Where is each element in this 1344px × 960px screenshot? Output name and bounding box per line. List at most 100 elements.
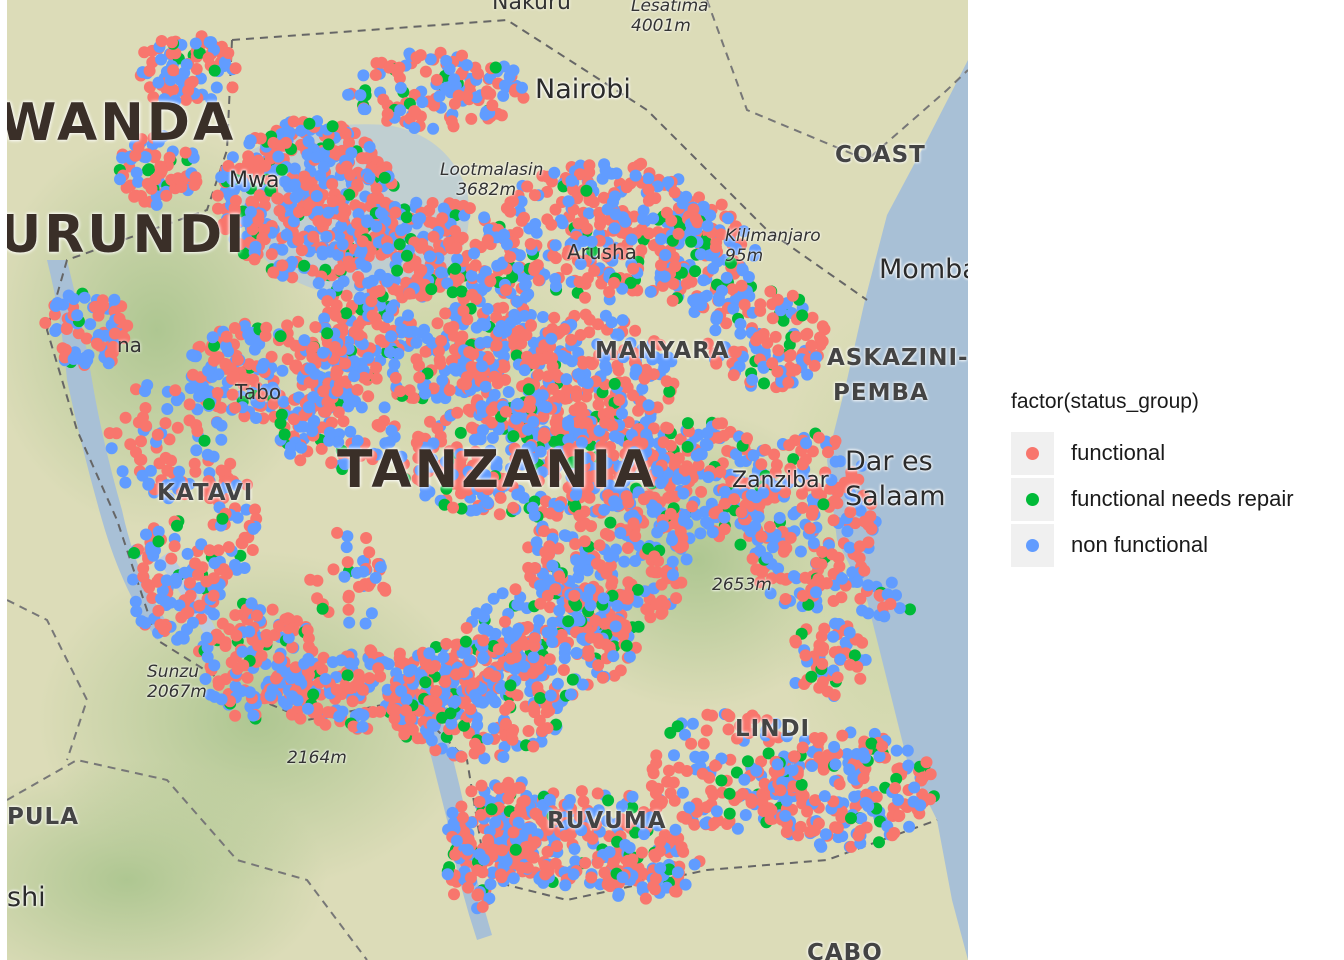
waterpoint-marker: [758, 377, 770, 390]
waterpoint-marker: [574, 168, 586, 181]
waterpoint-marker: [274, 417, 287, 430]
map-panel[interactable]: Nakuru Lesatima 4001m Nairobi WANDA URUND…: [7, 0, 968, 960]
waterpoint-marker: [611, 359, 624, 372]
waterpoint-marker: [301, 624, 314, 637]
waterpoint-marker: [707, 788, 720, 801]
waterpoint-marker: [375, 207, 387, 220]
waterpoint-marker: [489, 61, 502, 74]
waterpoint-marker: [192, 568, 205, 581]
waterpoint-marker: [706, 709, 719, 722]
waterpoint-marker: [107, 340, 120, 353]
waterpoint-marker: [382, 311, 395, 324]
waterpoint-marker: [870, 790, 883, 803]
waterpoint-marker: [361, 214, 374, 227]
waterpoint-marker: [408, 88, 421, 101]
waterpoint-marker: [644, 285, 657, 298]
waterpoint-marker: [616, 314, 629, 327]
waterpoint-marker: [625, 233, 638, 246]
waterpoint-marker: [263, 174, 276, 187]
waterpoint-marker: [226, 81, 239, 94]
waterpoint-marker: [797, 589, 809, 602]
waterpoint-marker: [627, 262, 640, 275]
waterpoint-marker: [754, 304, 767, 317]
waterpoint-marker: [321, 295, 334, 308]
waterpoint-marker: [500, 284, 513, 297]
waterpoint-marker: [307, 688, 320, 701]
waterpoint-marker: [854, 672, 867, 685]
waterpoint-marker: [278, 175, 291, 188]
waterpoint-marker: [378, 171, 391, 184]
waterpoint-marker: [622, 416, 635, 429]
waterpoint-marker: [134, 453, 146, 466]
waterpoint-marker: [124, 438, 137, 451]
waterpoint-marker: [565, 174, 578, 187]
waterpoint-marker: [700, 516, 713, 528]
waterpoint-marker: [506, 271, 519, 284]
waterpoint-marker: [720, 271, 733, 284]
waterpoint-marker: [702, 471, 715, 484]
waterpoint-marker: [488, 370, 501, 383]
waterpoint-marker: [385, 330, 398, 343]
waterpoint-marker: [292, 188, 305, 201]
waterpoint-marker: [139, 402, 152, 414]
waterpoint-marker: [804, 825, 817, 838]
waterpoint-marker: [427, 217, 440, 230]
waterpoint-marker: [215, 171, 228, 184]
waterpoint-marker: [589, 614, 602, 627]
waterpoint-marker: [289, 360, 302, 373]
waterpoint-marker: [171, 519, 183, 532]
waterpoint-marker: [233, 238, 246, 251]
waterpoint-marker: [414, 212, 426, 225]
waterpoint-marker: [534, 579, 546, 592]
waterpoint-marker: [750, 563, 763, 576]
waterpoint-marker: [226, 173, 238, 186]
waterpoint-marker: [410, 196, 423, 209]
waterpoint-marker: [629, 324, 642, 337]
waterpoint-marker: [587, 196, 600, 209]
waterpoint-marker: [465, 360, 478, 373]
waterpoint-marker: [844, 658, 856, 671]
waterpoint-marker: [723, 235, 736, 248]
waterpoint-marker: [819, 828, 832, 841]
waterpoint-marker: [637, 213, 650, 225]
waterpoint-marker: [381, 275, 394, 288]
waterpoint-marker: [281, 319, 294, 332]
waterpoint-marker: [450, 242, 463, 255]
waterpoint-marker: [351, 383, 364, 396]
waterpoint-marker: [463, 202, 476, 215]
waterpoint-marker: [378, 401, 391, 414]
waterpoint-marker: [520, 290, 532, 303]
waterpoint-marker: [186, 349, 199, 362]
waterpoint-marker: [735, 279, 748, 292]
waterpoint-marker: [890, 744, 903, 757]
waterpoint-marker: [694, 527, 707, 540]
waterpoint-marker: [238, 180, 251, 193]
waterpoint-marker: [497, 301, 510, 314]
waterpoint-marker: [144, 464, 157, 477]
waterpoint-marker: [775, 572, 788, 585]
waterpoint-marker: [108, 327, 121, 340]
waterpoint-marker: [477, 622, 490, 635]
waterpoint-marker: [362, 351, 375, 364]
waterpoint-marker: [211, 387, 224, 399]
waterpoint-marker: [516, 81, 528, 94]
waterpoint-marker: [369, 286, 382, 299]
waterpoint-marker: [440, 637, 453, 650]
waterpoint-marker: [786, 764, 799, 777]
waterpoint-marker: [659, 249, 672, 261]
waterpoint-marker: [302, 401, 315, 414]
waterpoint-marker: [683, 801, 696, 814]
waterpoint-marker: [169, 576, 182, 589]
waterpoint-marker: [527, 667, 540, 680]
waterpoint-marker: [609, 208, 622, 221]
waterpoint-marker: [577, 235, 590, 248]
waterpoint-marker: [513, 249, 526, 262]
waterpoint-marker: [820, 577, 833, 590]
waterpoint-marker: [215, 433, 228, 446]
waterpoint-marker: [369, 69, 382, 81]
waterpoint-marker: [799, 329, 812, 341]
waterpoint-marker: [550, 280, 562, 293]
waterpoint-marker: [666, 534, 678, 547]
waterpoint-marker: [531, 681, 544, 694]
waterpoint-marker: [738, 298, 751, 311]
